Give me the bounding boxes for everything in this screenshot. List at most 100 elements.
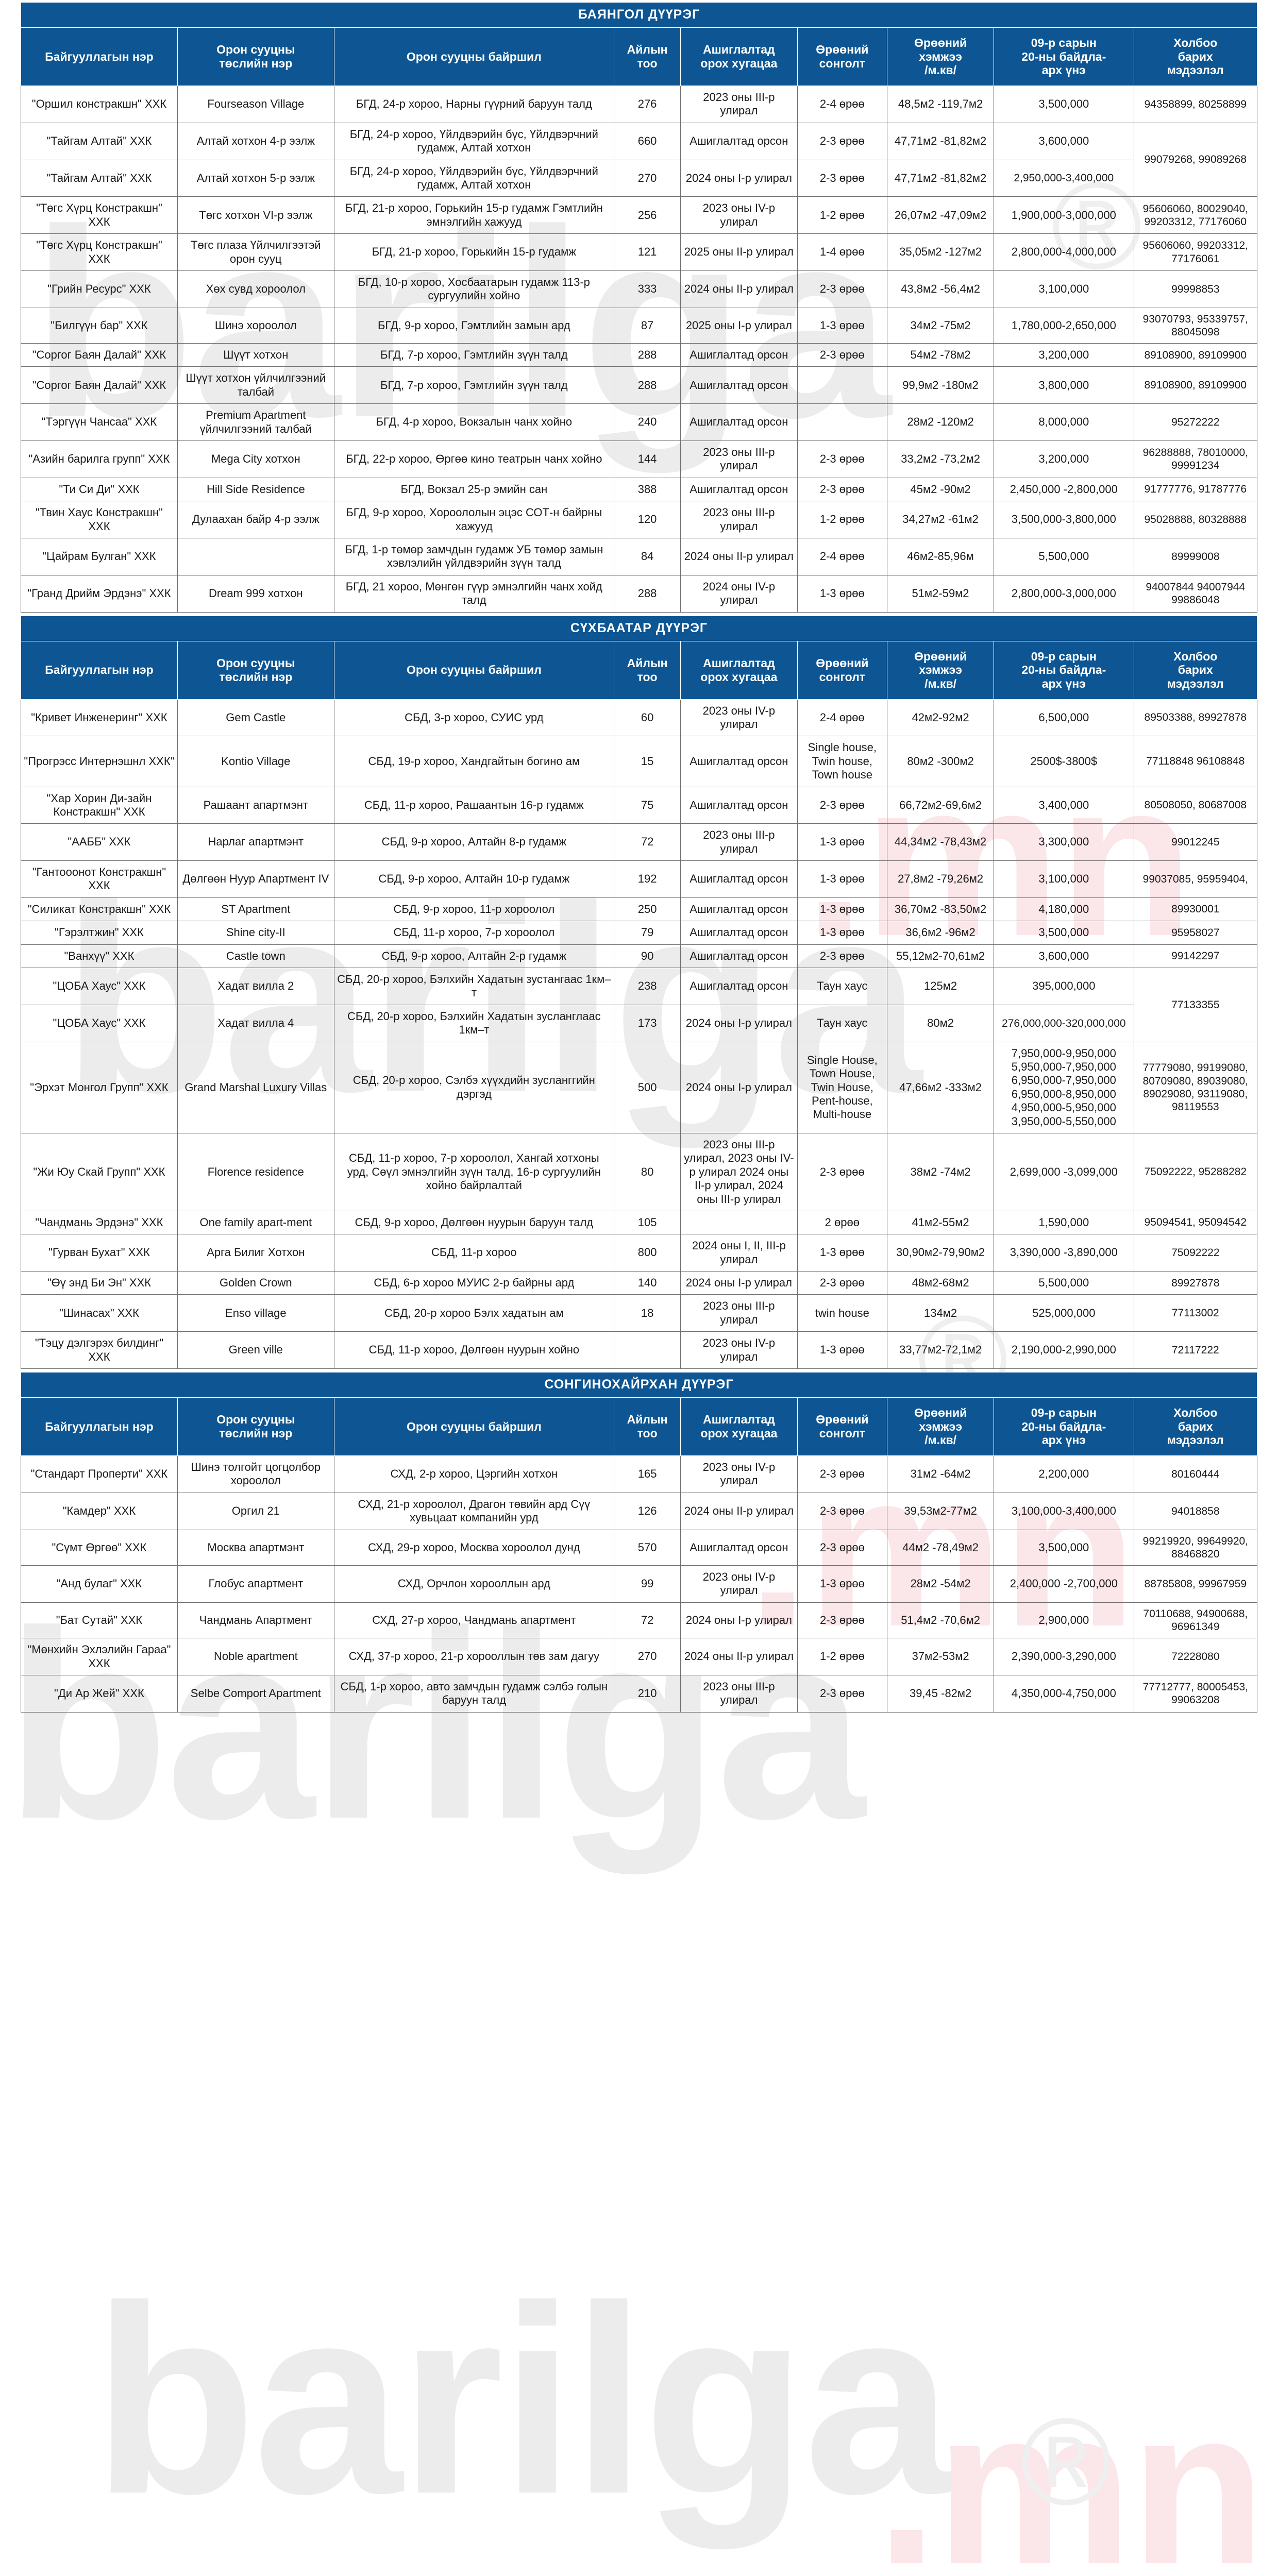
cell-units: 288 (613, 574, 681, 613)
cell-org: "Ванхүү" ХХК (21, 944, 178, 969)
table-row: "Билгүүн бар" ХХК Шинэ хороолол БГД, 9-р х… (21, 307, 1258, 344)
cell-commission: 2024 оны II-р улирал (680, 537, 798, 575)
watermark-brand: barilga (93, 2250, 953, 2550)
cell-commission: 2025 оны II-р улирал (680, 233, 798, 271)
cell-location: БГД, 21-р хороо, Горькийн 15-р гудамж Гэ… (333, 196, 614, 234)
cell-location: СХД, 37-р хороо, 21-р хорооллын төв зам … (333, 1638, 614, 1675)
cell-org: "Сүмт Өргөө" ХХК (21, 1529, 178, 1566)
cell-units: 80 (613, 1132, 681, 1211)
cell-project: ST Apartment (177, 897, 334, 922)
cell-contact: 89927878 (1133, 1271, 1258, 1295)
cell-location: СБД, 11-р хороо, Рашаантын 16-р гудамж (333, 786, 614, 824)
cell-project: Хадат вилла 2 (177, 968, 334, 1005)
cell-rooms: 1-3 өрөө (797, 1331, 888, 1369)
cell-area: 30,90м2-79,90м2 (887, 1234, 995, 1272)
column-header-commission: Ашиглалтад орох хугацаа (680, 640, 798, 700)
cell-contact: 94358899, 80258899 (1133, 86, 1258, 123)
cell-project: Хадат вилла 4 (177, 1004, 334, 1042)
table-row: "Анд булаг" ХХК Глобус апартмент СХД, Орчл… (21, 1565, 1258, 1603)
cell-location: СБД, 3-р хороо, СУИС урд (333, 699, 614, 737)
cell-area: 80м2 -300м2 (887, 736, 995, 787)
cell-location: СХД, 29-р хороо, Москва хороолол дунд (333, 1529, 614, 1566)
column-header-units: Айлын тоо (613, 27, 681, 87)
cell-commission (680, 1210, 798, 1235)
table-row: "ААББ" ХХК Нарлаг апартмэнт СБД, 9-р хороо… (21, 823, 1258, 861)
cell-commission: 2024 оны I, II, III-р улирал (680, 1234, 798, 1272)
district-title-row: БАЯНГОЛ ДҮҮРЭГ (21, 2, 1257, 28)
cell-project: Selbe Comport Apartment (177, 1674, 334, 1713)
cell-commission: Ашиглалтад орсон (680, 122, 798, 160)
district-table: БАЯНГОЛ ДҮҮРЭГ Байгууллагын нэр Орон сууцн… (21, 2, 1258, 613)
cell-rooms: 1-3 өрөө (797, 823, 888, 861)
cell-project: Арга Билиг Хотхон (177, 1234, 334, 1272)
cell-area: 27,8м2 -79,26м2 (887, 860, 995, 898)
cell-rooms: 2-4 өрөө (797, 699, 888, 737)
cell-org: "Өү энд Би Эн" ХХК (21, 1271, 178, 1295)
cell-location: БГД, 1-р төмөр замчдын гудамж УБ төмөр з… (333, 537, 614, 575)
cell-rooms: 2-3 өрөө (797, 122, 888, 160)
cell-location: БГД, 4-р хороо, Вокзалын чанх хойно (333, 403, 614, 442)
cell-price: 395,000,000 (994, 968, 1134, 1005)
cell-price: 3,800,000 (994, 366, 1134, 404)
cell-commission: 2025 оны I-р улирал (680, 307, 798, 344)
cell-commission: 2024 оны I-р улирал (680, 1004, 798, 1042)
cell-price: 3,400,000 (994, 786, 1134, 824)
cell-area: 47,71м2 -81,82м2 (887, 122, 994, 160)
cell-price: 5,500,000 (994, 1271, 1134, 1295)
column-header-org: Байгууллагын нэр (21, 640, 178, 700)
cell-org: "Твин Хаус Констракшн" ХХК (21, 501, 178, 538)
cell-price: 3,200,000 (994, 343, 1134, 367)
cell-contact: 89108900, 89109900 (1133, 343, 1258, 367)
cell-units: 60 (613, 699, 681, 737)
cell-area: 125м2 (887, 968, 995, 1005)
cell-rooms: Таун хаус (797, 1004, 888, 1042)
cell-contact: 77118848 96108848 (1133, 736, 1258, 787)
cell-rooms: 2-3 өрөө (797, 1602, 888, 1639)
cell-units: 126 (613, 1492, 681, 1530)
column-header-org: Байгууллагын нэр (21, 27, 178, 87)
district-title: БАЯНГОЛ ДҮҮРЭГ (21, 2, 1257, 28)
cell-commission: 2023 оны IV-р улирал (680, 196, 798, 234)
column-header-org: Байгууллагын нэр (21, 1397, 178, 1456)
cell-commission: Ашиглалтад орсон (680, 968, 798, 1005)
cell-location: СХД, Орчлон хорооллын ард (333, 1565, 614, 1603)
cell-rooms: 1-2 өрөө (797, 1638, 888, 1675)
cell-contact: 89503388, 89927878 (1133, 699, 1258, 737)
table-row: "Камдер" ХХК Оргил 21 СХД, 21-р хороолол, … (21, 1492, 1258, 1530)
cell-units: 238 (613, 968, 681, 1005)
table-row: "Тайгам Алтай" ХХК Алтай хотхон 5-р ээлж Б… (21, 159, 1257, 197)
table-row: "Тэргүүн Чансаа" ХХК Premium Apartment үй… (21, 403, 1258, 442)
cell-commission: 2023 оны III-р улирал (680, 440, 798, 478)
cell-price: 3,390,000 -3,890,000 (994, 1234, 1134, 1272)
cell-rooms: 1-3 өрөө (797, 307, 888, 344)
cell-price: 525,000,000 (994, 1294, 1134, 1332)
table-row: "Эрхэт Монгол Групп" ХХК Grand Marshal Lu… (21, 1041, 1258, 1133)
cell-org: "Төгс Хүрц Констракшн" ХХК (21, 196, 178, 234)
cell-area: 43,8м2 -56,4м2 (887, 270, 994, 308)
cell-area: 48м2-68м2 (887, 1271, 995, 1295)
cell-contact: 95606060, 80029040, 99203312, 77176060 (1133, 196, 1258, 234)
cell-units: 288 (613, 343, 681, 367)
cell-units: 250 (613, 897, 681, 922)
cell-project: Төгс плаза Үйлчилгээтэй орон сууц (177, 233, 334, 271)
cell-org: "Мөнхийн Эхлэлийн Гараа" ХХК (21, 1638, 178, 1675)
cell-price: 3,500,000 (994, 1529, 1134, 1566)
cell-area: 45м2 -90м2 (887, 477, 994, 502)
column-header-rooms: Өрөөний сонголт (797, 1397, 888, 1456)
cell-area: 80м2 (887, 1004, 995, 1042)
cell-area: 134м2 (887, 1294, 995, 1332)
cell-location: СБД, 20-р хороо Бэлх хадатын ам (333, 1294, 614, 1332)
cell-contact: 75092222 (1133, 1234, 1258, 1272)
cell-commission: 2023 оны III-р улирал (680, 1674, 798, 1713)
cell-org: "Гранд Дрийм Эрдэнэ" ХХК (21, 574, 178, 613)
cell-units: 105 (613, 1210, 681, 1235)
cell-project: Шинэ толгойт цогцолбор хороолол (177, 1455, 334, 1493)
cell-contact: 99142297 (1133, 944, 1258, 969)
cell-area: 39,45 -82м2 (887, 1674, 995, 1713)
table-row: "Бат Сутай" ХХК Чандмань Апартмент СХД, 27… (21, 1602, 1258, 1639)
cell-price: 2,400,000 -2,700,000 (994, 1565, 1134, 1603)
table-row: "Жи Юу Скай Групп" ХХК Florence residence… (21, 1132, 1258, 1211)
cell-project: Noble apartment (177, 1638, 334, 1675)
cell-contact: 94018858 (1133, 1492, 1258, 1530)
column-header-commission: Ашиглалтад орох хугацаа (680, 1397, 798, 1456)
